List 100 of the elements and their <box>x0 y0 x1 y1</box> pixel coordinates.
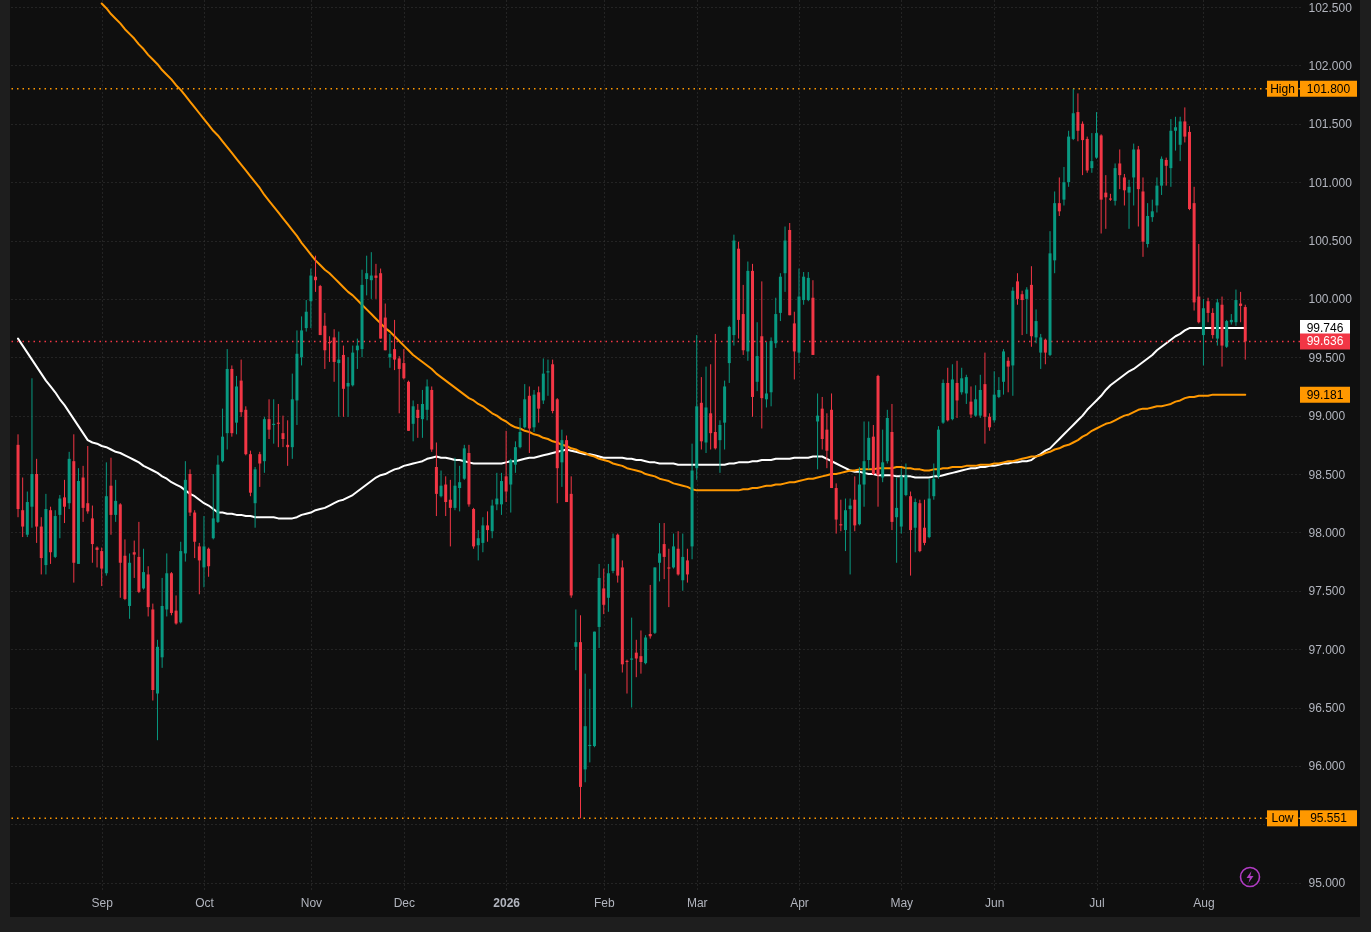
y-tick-label: 95.000 <box>1308 876 1346 891</box>
candlestick <box>895 477 899 564</box>
candlestick <box>174 594 178 626</box>
candlestick <box>806 271 810 302</box>
candlestick <box>709 363 713 450</box>
ref-line-label: High <box>1270 81 1295 96</box>
candlestick <box>1174 116 1178 152</box>
candlestick <box>1155 176 1159 213</box>
candlestick <box>960 367 964 396</box>
candlestick <box>207 547 211 578</box>
candlestick <box>1150 199 1154 223</box>
text: 99.636 <box>1306 334 1344 349</box>
candlestick <box>411 399 415 442</box>
candlestick <box>1234 289 1238 327</box>
candlestick <box>281 415 285 448</box>
candlestick <box>574 608 578 671</box>
candlestick <box>718 419 722 474</box>
candlestick <box>1178 116 1182 162</box>
candlestick <box>764 341 768 408</box>
candlestick <box>974 384 978 418</box>
x-tick-label: Mar <box>686 895 708 910</box>
candlestick <box>1118 148 1122 190</box>
candlestick <box>639 629 643 675</box>
y-tick-label: 98.000 <box>1308 525 1346 540</box>
x-tick-label: Sep <box>91 895 114 910</box>
candlestick <box>416 403 420 439</box>
candlestick <box>862 420 866 508</box>
candlestick <box>537 385 541 424</box>
candlestick <box>513 440 517 474</box>
candlestick <box>955 360 959 419</box>
ref-line-label: Low <box>1271 811 1294 826</box>
candlestick <box>1183 106 1187 143</box>
candlestick <box>964 374 968 405</box>
candlestick <box>1127 179 1131 230</box>
candlestick <box>658 522 662 582</box>
candlestick <box>142 548 146 591</box>
candlestick <box>132 540 136 579</box>
x-tick-label: 2026 <box>493 895 521 910</box>
x-tick-label: Apr <box>790 895 809 910</box>
candlestick <box>923 499 926 546</box>
y-tick-label: 102.500 <box>1308 0 1353 15</box>
candlestick <box>1043 338 1047 365</box>
candlestick <box>458 465 462 512</box>
candlestick <box>662 522 666 580</box>
candlestick <box>1039 333 1043 370</box>
candlestick <box>1076 92 1080 142</box>
candlestick <box>867 420 871 470</box>
candlestick <box>304 299 308 333</box>
candlestick <box>1015 272 1019 306</box>
candlestick <box>476 529 480 561</box>
candlestick <box>1206 297 1210 323</box>
x-tick-label: Jul <box>1089 895 1105 910</box>
candlestick <box>1025 286 1029 335</box>
x-tick-label: Feb <box>593 895 615 910</box>
y-tick-label: 97.500 <box>1308 584 1346 599</box>
candlestick <box>602 568 606 615</box>
candlestick <box>825 412 829 469</box>
candlestick <box>402 348 406 380</box>
y-tick-label: 102.000 <box>1308 58 1353 73</box>
candlestick <box>258 451 262 488</box>
candlestick <box>100 547 104 587</box>
candlestick <box>518 417 522 449</box>
candlestick <box>486 510 490 543</box>
candlestick <box>267 398 271 440</box>
candlestick <box>397 355 401 414</box>
candlestick <box>86 445 90 515</box>
x-tick-label: Oct <box>195 895 215 910</box>
candlestick <box>504 430 508 503</box>
candlestick <box>671 533 675 570</box>
candlestick <box>1057 176 1061 217</box>
candlestick <box>630 617 634 709</box>
x-tick-label: Aug <box>1193 895 1215 910</box>
candlestick <box>1034 308 1038 344</box>
candlestick <box>444 475 448 517</box>
candlestick <box>667 548 671 608</box>
candlestick <box>448 479 452 547</box>
candlestick <box>1020 290 1024 336</box>
y-tick-label: 101.000 <box>1308 175 1353 190</box>
y-tick-label: 99.500 <box>1308 350 1346 365</box>
y-tick-label: 99.000 <box>1308 409 1346 424</box>
candlestick <box>1122 173 1126 206</box>
y-tick-label: 96.000 <box>1308 759 1346 774</box>
text: 99.746 <box>1306 321 1344 336</box>
y-tick-label: 97.000 <box>1308 642 1346 657</box>
candlestick <box>197 542 201 595</box>
x-tick-label: Jun <box>985 895 1005 910</box>
y-tick-label: 98.500 <box>1308 467 1346 482</box>
candlestick <box>439 470 443 498</box>
candlestick <box>802 271 806 306</box>
x-tick-label: Dec <box>393 895 416 910</box>
x-tick-label: Nov <box>300 895 323 910</box>
candlestick <box>202 515 206 588</box>
candlestick <box>1006 356 1010 393</box>
y-tick-label: 100.000 <box>1308 292 1353 307</box>
y-tick-label: 100.500 <box>1308 234 1353 249</box>
text: 99.181 <box>1306 387 1344 402</box>
candlestick <box>114 479 118 523</box>
candlestick <box>560 429 564 488</box>
x-tick-label: May <box>890 895 914 910</box>
text: 101.800 <box>1306 81 1351 96</box>
